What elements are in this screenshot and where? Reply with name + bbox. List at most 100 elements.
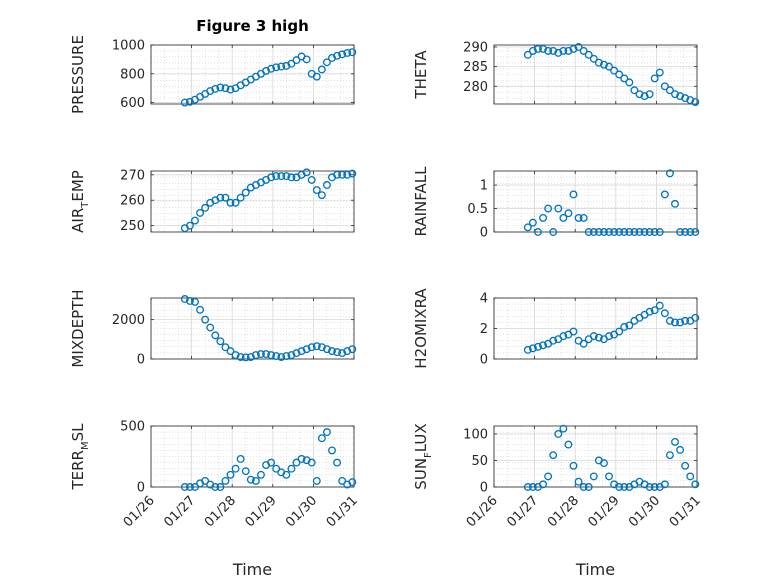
data-point [681, 228, 690, 236]
axes-box [150, 170, 355, 233]
data-point [681, 316, 690, 325]
data-point [338, 170, 347, 179]
data-point [343, 170, 352, 179]
data-point [645, 307, 654, 316]
data-point [640, 228, 649, 236]
data-point [650, 228, 659, 236]
data-point [236, 454, 245, 463]
data-point [226, 198, 235, 207]
data-point [554, 48, 563, 57]
data-point [226, 85, 235, 94]
data-point [605, 472, 613, 481]
data-point [302, 55, 311, 64]
data-point [564, 46, 573, 55]
data-point [589, 228, 598, 236]
data-point [635, 90, 644, 99]
x-tick-label: 01/31 [324, 493, 361, 530]
data-point [671, 318, 679, 327]
data-point [594, 58, 603, 67]
data-point [539, 44, 548, 53]
data-point [221, 343, 230, 352]
data-point [605, 332, 613, 341]
data-point [317, 191, 326, 200]
data-point [534, 342, 542, 351]
data-point [348, 478, 357, 487]
data-point [559, 46, 568, 55]
data-point [579, 483, 588, 491]
data-point [348, 48, 357, 57]
data-point [523, 223, 532, 232]
data-point [615, 327, 624, 336]
data-point [302, 345, 311, 354]
data-point [665, 169, 674, 178]
data-point [201, 315, 210, 324]
data-point [539, 480, 548, 489]
data-point [191, 297, 199, 306]
data-point [655, 301, 664, 310]
x-tick-label: 01/29 [586, 493, 623, 530]
data-point [584, 483, 593, 491]
data-point [272, 464, 281, 473]
data-point [691, 98, 700, 106]
y-tick-label: 4 [480, 292, 488, 307]
data-point [523, 345, 532, 354]
data-series [180, 48, 357, 107]
y-tick-label: 0 [480, 353, 488, 368]
data-point [655, 68, 664, 77]
data-point [236, 353, 245, 361]
data-point [226, 470, 235, 479]
data-point [231, 464, 240, 473]
data-point [630, 228, 639, 236]
data-point [645, 228, 654, 236]
data-point [307, 343, 316, 352]
data-series [180, 168, 357, 233]
x-tick-label: 01/27 [504, 493, 541, 530]
x-tick-label: 01/27 [161, 493, 198, 530]
data-point [221, 193, 230, 202]
data-point [333, 51, 342, 60]
data-point [584, 50, 593, 59]
data-point [292, 458, 301, 467]
subplot-7: 0 500 01/26 01/27 01/28 01/29 01/30 01/31 Time TE… [69, 420, 361, 580]
data-point [241, 467, 250, 476]
data-point [282, 61, 291, 70]
data-point [539, 341, 548, 350]
data-point [676, 228, 685, 236]
data-point [574, 43, 583, 51]
data-point [282, 352, 291, 360]
y-tick-label: 0.5 [467, 202, 488, 217]
x-tick-label: 01/29 [243, 493, 280, 530]
axes-box [493, 44, 698, 105]
data-point [589, 332, 598, 341]
data-point [322, 181, 331, 189]
data-point [544, 204, 553, 213]
data-point [589, 472, 598, 481]
data-point [211, 84, 220, 93]
data-point [282, 172, 291, 181]
data-point [328, 54, 336, 62]
axes-box [150, 297, 355, 360]
data-point [660, 82, 669, 91]
data-point [201, 476, 210, 485]
data-point [660, 309, 669, 318]
data-point [579, 46, 588, 55]
x-axis-label: Time [575, 560, 615, 579]
minor-grid [151, 45, 354, 104]
data-point [534, 44, 542, 53]
data-point [257, 470, 265, 479]
data-point [665, 86, 674, 95]
data-point [231, 198, 240, 207]
y-tick-label: 260 [120, 194, 145, 209]
data-series [523, 301, 700, 354]
data-point [201, 203, 210, 212]
data-point [615, 483, 624, 491]
data-point [610, 228, 619, 236]
data-point [312, 342, 321, 351]
data-point [600, 228, 608, 236]
data-point [297, 454, 306, 463]
data-point [554, 204, 563, 213]
minor-grid [494, 426, 697, 487]
data-point [328, 347, 336, 356]
subplot-3: 250 260 270 AIRTEMP [69, 168, 357, 234]
data-point [549, 46, 558, 55]
